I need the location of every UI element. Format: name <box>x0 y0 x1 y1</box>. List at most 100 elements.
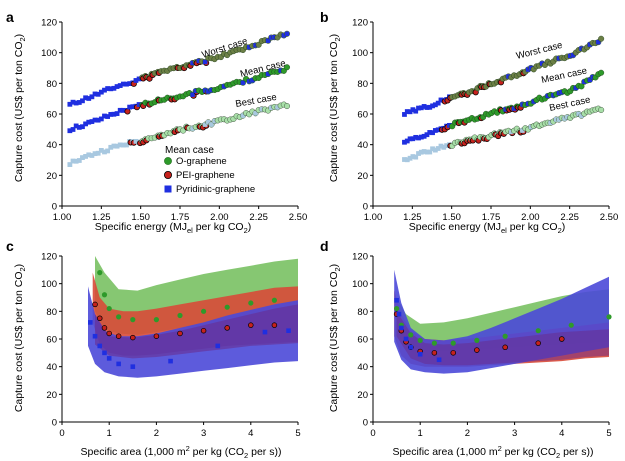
best-case-pyridinic-point <box>70 158 76 164</box>
best-case-pyridinic-point <box>105 148 111 154</box>
ylabel-b: Capture cost (US$ per ton CO2) <box>328 34 342 182</box>
y-tick-label: 80 <box>357 79 368 90</box>
legend-pei-label: PEI-graphene <box>176 170 235 181</box>
best-case-pyridinic-point <box>438 143 444 149</box>
y-tick-label: 120 <box>41 18 57 29</box>
pyridinic-graphene-point <box>97 343 103 349</box>
best-case-pyridinic-point <box>76 158 82 163</box>
mean-case-pyridinic-point <box>221 84 227 89</box>
worst-case-pyridinic-point <box>416 105 421 111</box>
best-case-pyridinic-point <box>441 144 447 150</box>
x-tick-label: 1.50 <box>131 212 150 223</box>
legend-title: Mean case <box>165 145 214 156</box>
y-tick-label: 100 <box>352 48 368 59</box>
pyridinic-graphene-point <box>286 328 291 333</box>
o-graphene-point <box>271 297 277 303</box>
worst-case-pyridinic-point <box>427 104 433 110</box>
best-case-pyridinic-point <box>576 111 581 117</box>
pei-graphene-point <box>115 333 122 339</box>
y-tick-label: 120 <box>41 252 57 263</box>
worst-case-pyridinic-point <box>253 43 258 48</box>
mean-case-pyridinic-point <box>80 124 85 130</box>
mean-case-pyridinic-point <box>407 136 413 142</box>
y-tick-label: 0 <box>52 418 57 429</box>
best-case-pyridinic-point <box>209 122 214 127</box>
best-case-pyridinic-point <box>562 116 567 121</box>
mean-case-pyridinic-point <box>402 139 407 145</box>
o-graphene-point <box>248 300 254 306</box>
pei-graphene-point <box>153 333 160 339</box>
pei-graphene-point <box>177 330 183 337</box>
best-case-pyridinic-point <box>418 149 424 155</box>
best-case-pyridinic-point <box>124 142 129 148</box>
mean-case-pyridinic-point <box>67 128 73 134</box>
mean-case-pyridinic-point <box>511 106 517 111</box>
best-case-pyridinic-point <box>402 157 407 162</box>
worst-case-pyridinic-point <box>98 89 104 95</box>
annotation-mean-b: Mean case <box>540 66 588 86</box>
pei-graphene-point <box>248 322 254 328</box>
pyridinic-graphene-point <box>396 311 402 317</box>
legend-o-marker <box>164 157 172 165</box>
best-case-pyridinic-point <box>404 157 410 163</box>
mean-case-pyridinic-point <box>265 71 271 77</box>
best-case-pyridinic-point <box>413 154 419 160</box>
panel-label-b: b <box>320 9 329 25</box>
best-case-pyridinic-point <box>80 155 85 161</box>
mean-case-pyridinic-point <box>108 112 114 117</box>
pyridinic-graphene-point <box>130 364 136 369</box>
pei-graphene-point <box>559 336 565 342</box>
worst-case-pyridinic-point <box>117 83 123 88</box>
worst-case-pyridinic-point <box>73 100 79 106</box>
worst-case-pyridinic-point <box>410 107 416 113</box>
pyridinic-graphene-point <box>215 343 221 349</box>
best-case-pyridinic-point <box>416 151 421 156</box>
pyridinic-graphene-point <box>417 351 423 357</box>
best-case-pyridinic-point <box>435 146 441 151</box>
x-tick-label: 0 <box>370 428 375 439</box>
y-tick-label: 40 <box>46 362 57 373</box>
best-case-pyridinic-point <box>556 117 562 122</box>
best-case-pyridinic-point <box>111 143 117 149</box>
mean-case-pyridinic-point <box>86 119 92 125</box>
mean-case-pyridinic-point <box>410 136 416 142</box>
worst-case-pyridinic-point <box>127 81 133 87</box>
mean-case-pyridinic-point <box>111 111 117 117</box>
worst-case-pyridinic-point <box>136 76 142 82</box>
mean-case-pyridinic-point <box>76 124 82 130</box>
mean-case-pyridinic-point <box>130 104 136 110</box>
best-case-pyridinic-point <box>240 113 246 118</box>
mean-case-pyridinic-point <box>421 133 427 139</box>
panel-b-plot: 0 20 40 60 80 100 120 1.00 1.25 1.50 1.75 2.00 2.25 2… <box>352 18 618 224</box>
best-case-pyridinic-point <box>206 120 211 125</box>
y-tick-label: 60 <box>357 110 368 121</box>
x-tick-label: 1.50 <box>442 212 461 223</box>
worst-case-pyridinic-point <box>102 87 107 93</box>
best-case-pyridinic-point <box>509 129 514 135</box>
worst-case-pyridinic-point <box>95 91 101 97</box>
mean-case-pyridinic-point <box>424 132 430 138</box>
mean-case-pyridinic-point <box>413 134 419 140</box>
mean-case-pyridinic-point <box>70 127 76 132</box>
x-tick-label: 5 <box>295 428 300 439</box>
mean-case-pyridinic-point <box>418 134 424 140</box>
pei-graphene-point <box>106 330 112 337</box>
mean-case-pyridinic-point <box>73 123 79 129</box>
legend-pyr-marker <box>164 185 172 193</box>
best-case-pyridinic-point <box>275 105 280 110</box>
pyridinic-graphene-point <box>394 297 399 303</box>
worst-case-pyridinic-point <box>202 59 208 65</box>
best-case-pyridinic-point <box>212 118 217 124</box>
y-tick-label: 100 <box>352 279 368 290</box>
y-tick-label: 60 <box>357 335 368 346</box>
worst-case-pyridinic-point <box>92 91 98 97</box>
y-tick-label: 60 <box>46 335 57 346</box>
best-case-pyridinic-point <box>114 143 120 149</box>
best-case-pyridinic-point <box>86 152 92 158</box>
y-tick-label: 100 <box>41 48 57 59</box>
o-graphene-point <box>417 337 423 343</box>
mean-case-pyridinic-point <box>582 79 587 84</box>
o-graphene-point <box>408 332 414 338</box>
worst-case-pyridinic-point <box>432 102 438 108</box>
best-case-pyridinic-point <box>432 147 438 153</box>
